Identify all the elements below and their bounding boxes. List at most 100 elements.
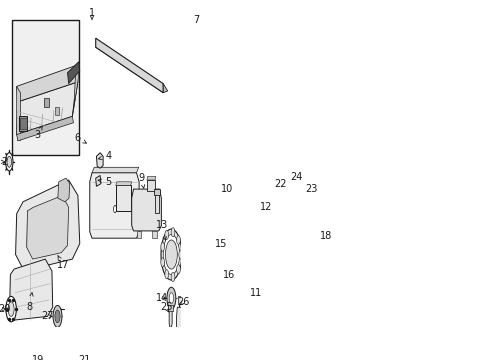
Circle shape [164, 230, 168, 239]
Polygon shape [203, 186, 240, 232]
Circle shape [171, 228, 175, 237]
Text: 7: 7 [193, 15, 199, 25]
Text: 5: 5 [105, 177, 111, 187]
Text: 8: 8 [26, 302, 33, 312]
Text: 19: 19 [32, 355, 44, 360]
Text: 1: 1 [89, 8, 95, 18]
Text: 9: 9 [139, 173, 144, 183]
Bar [136, 231, 141, 238]
Polygon shape [116, 182, 131, 185]
Circle shape [45, 355, 49, 360]
Polygon shape [131, 189, 161, 231]
Bar [155, 193, 159, 213]
Circle shape [7, 156, 12, 167]
Text: 26: 26 [177, 297, 189, 307]
Text: 23: 23 [305, 184, 317, 194]
Circle shape [6, 296, 16, 322]
Bar [19, 116, 27, 131]
Polygon shape [199, 264, 217, 316]
Circle shape [169, 293, 173, 303]
Circle shape [5, 153, 13, 171]
Text: 11: 11 [249, 288, 262, 298]
Circle shape [176, 265, 180, 274]
Circle shape [166, 287, 176, 309]
Circle shape [55, 310, 60, 323]
Polygon shape [219, 291, 248, 316]
Circle shape [227, 297, 232, 310]
Circle shape [164, 270, 168, 279]
Polygon shape [72, 64, 80, 116]
Text: 14: 14 [156, 293, 168, 303]
Polygon shape [17, 116, 73, 141]
Text: 21: 21 [78, 355, 91, 360]
Polygon shape [16, 180, 80, 271]
Polygon shape [96, 175, 101, 186]
Text: 16: 16 [223, 270, 235, 280]
Polygon shape [199, 178, 244, 238]
Polygon shape [163, 84, 167, 93]
Polygon shape [189, 247, 243, 298]
Circle shape [44, 351, 51, 360]
Polygon shape [17, 66, 78, 102]
Text: 25: 25 [160, 302, 172, 312]
Polygon shape [10, 259, 53, 320]
Bar [278, 268, 297, 303]
Text: 15: 15 [214, 239, 227, 249]
Circle shape [165, 240, 177, 269]
Circle shape [163, 235, 179, 275]
Text: 6: 6 [75, 133, 81, 143]
Polygon shape [67, 62, 80, 84]
Text: 2: 2 [1, 157, 7, 167]
Circle shape [264, 275, 272, 297]
Polygon shape [17, 86, 20, 141]
Circle shape [171, 273, 175, 282]
Text: 3: 3 [34, 130, 40, 140]
Bar [146, 180, 155, 191]
Polygon shape [58, 178, 70, 202]
Circle shape [161, 258, 164, 267]
Polygon shape [146, 176, 156, 180]
Circle shape [179, 250, 182, 259]
Bar [72, 357, 76, 360]
Text: 13: 13 [156, 220, 168, 230]
Polygon shape [96, 153, 103, 168]
Bar [12, 20, 79, 154]
Polygon shape [203, 173, 242, 178]
Circle shape [161, 229, 182, 280]
Bar [154, 189, 159, 194]
Polygon shape [27, 195, 68, 259]
Text: 12: 12 [260, 202, 272, 212]
Polygon shape [92, 167, 139, 173]
Bar [71, 355, 77, 360]
Circle shape [53, 306, 62, 327]
Polygon shape [17, 82, 78, 135]
Text: 17: 17 [57, 261, 69, 270]
Bar [116, 185, 130, 211]
Text: 4: 4 [105, 151, 111, 161]
Polygon shape [90, 173, 139, 238]
Polygon shape [96, 38, 163, 93]
Polygon shape [259, 232, 319, 320]
Text: 10: 10 [221, 184, 233, 194]
Polygon shape [215, 282, 252, 324]
Bar [168, 306, 173, 311]
Circle shape [161, 242, 164, 251]
Polygon shape [185, 238, 247, 309]
Circle shape [113, 206, 116, 213]
Text: 18: 18 [319, 231, 331, 241]
Polygon shape [169, 309, 172, 327]
Bar [178, 296, 181, 303]
Bar [44, 98, 49, 107]
Bar [214, 195, 220, 206]
Text: 24: 24 [290, 172, 303, 182]
Bar [55, 107, 59, 114]
Bar [152, 231, 156, 238]
Polygon shape [185, 238, 189, 309]
Text: 20: 20 [0, 304, 11, 314]
Bar [20, 118, 27, 129]
Polygon shape [176, 307, 183, 333]
Circle shape [176, 235, 180, 244]
Circle shape [237, 297, 243, 310]
Text: 22: 22 [274, 179, 286, 189]
Circle shape [8, 302, 14, 316]
